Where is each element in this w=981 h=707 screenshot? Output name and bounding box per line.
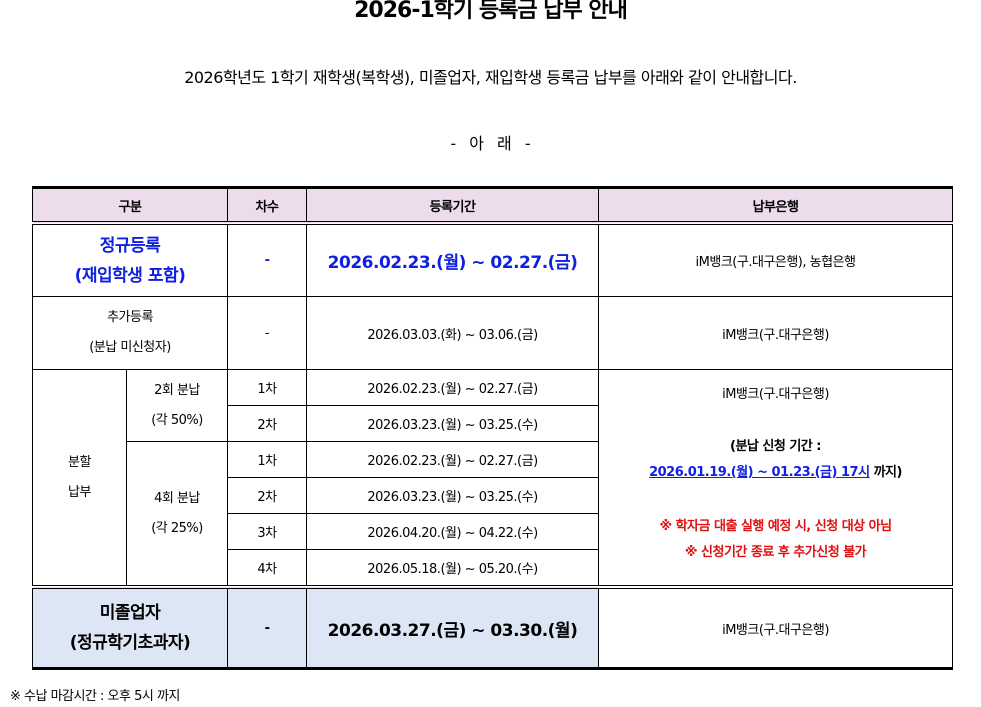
installment-round: 2차 (227, 405, 308, 442)
header-row: 구분 차수 등록기간 납부은행 (31, 186, 954, 225)
section-mark: - 아 래 - (450, 134, 531, 153)
regular-round: - (227, 222, 308, 297)
additional-label: 추가등록 (분납 미신청자) (31, 296, 229, 370)
apply-label: (분납 신청 기간 : (730, 439, 821, 454)
header-round: 차수 (227, 186, 308, 225)
ungraduated-label: 미졸업자 (정규학기초과자) (31, 585, 229, 670)
two-label-line2: (각 50%) (151, 412, 203, 428)
installment-round: 4차 (227, 549, 308, 588)
installment-period: 2026.03.23.(월) ~ 03.25.(수) (306, 477, 600, 514)
ungraduated-period: 2026.03.27.(금) ~ 03.30.(월) (306, 585, 600, 670)
regular-bank: iM뱅크(구.대구은행), 농협은행 (598, 222, 954, 297)
additional-label-line1: 추가등록 (107, 310, 153, 325)
ungraduated-bank: iM뱅크(구.대구은행) (598, 585, 954, 670)
four-installment-label: 4회 분납 (각 25%) (125, 441, 229, 588)
regular-label: 정규등록 (재입학생 포함) (31, 222, 229, 297)
table-row-installment: 2차 2026.03.23.(월) ~ 03.25.(수) (33, 405, 953, 442)
additional-bank: iM뱅크(구.대구은행) (598, 296, 954, 370)
installment-bank-info: iM뱅크(구.대구은행) (분납 신청 기간 : 2026.01.19.(월) … (598, 369, 954, 588)
tuition-table: 구분 차수 등록기간 납부은행 정규등록 (재입학생 포함) - 2026.02.… (31, 186, 954, 670)
installment-round: 1차 (227, 441, 308, 478)
installment-bank: iM뱅크(구.대구은행) (722, 387, 829, 402)
table-row-installment: 4차 2026.05.18.(월) ~ 05.20.(수) (33, 549, 953, 588)
intro-text: 2026학년도 1학기 재학생(복학생), 미졸업자, 재입학생 등록금 납부를… (184, 68, 797, 87)
installment-period: 2026.04.20.(월) ~ 04.22.(수) (306, 513, 600, 550)
ungraduated-label-line2: (정규학기초과자) (69, 633, 191, 653)
header-period: 등록기간 (306, 186, 600, 225)
apply-period-link[interactable]: 2026.01.19.(월) ~ 01.23.(금) 17시 (649, 465, 870, 480)
installment-label-line1: 분할 (68, 454, 91, 470)
four-label-line1: 4회 분납 (154, 490, 200, 506)
additional-label-line2: (분납 미신청자) (89, 340, 171, 355)
installment-round: 3차 (227, 513, 308, 550)
installment-period: 2026.02.23.(월) ~ 02.27.(금) (306, 369, 600, 406)
installment-round: 1차 (227, 369, 308, 406)
table-row-ungraduated: 미졸업자 (정규학기초과자) - 2026.03.27.(금) ~ 03.30.(… (31, 585, 954, 670)
regular-label-line2: (재입학생 포함) (74, 265, 186, 286)
two-label-line1: 2회 분납 (154, 382, 200, 398)
additional-period: 2026.03.03.(화) ~ 03.06.(금) (306, 296, 600, 370)
note-deadline: ※ 신청기간 종료 후 추가신청 불가 (684, 545, 867, 560)
page-title: 2026-1학기 등록금 납부 안내 (354, 0, 628, 23)
installment-period: 2026.02.23.(월) ~ 02.27.(금) (306, 441, 600, 478)
four-label-line2: (각 25%) (151, 520, 203, 536)
two-installment-label: 2회 분납 (각 50%) (125, 369, 229, 442)
apply-suffix: 까지) (869, 465, 903, 480)
table-row-regular: 정규등록 (재입학생 포함) - 2026.02.23.(월) ~ 02.27.(… (31, 222, 954, 297)
table-row-installment: 4회 분납 (각 25%) 1차 2026.02.23.(월) ~ 02.27.(… (33, 441, 953, 588)
regular-label-line1: 정규등록 (99, 235, 161, 256)
ungraduated-label-line1: 미졸업자 (99, 603, 161, 623)
installment-period: 2026.03.23.(월) ~ 03.25.(수) (306, 405, 600, 442)
header-bank: 납부은행 (598, 186, 954, 225)
installment-period: 2026.05.18.(월) ~ 05.20.(수) (306, 549, 600, 588)
installment-label-line2: 납부 (68, 484, 91, 500)
ungraduated-round: - (227, 585, 308, 670)
additional-round: - (227, 296, 308, 370)
regular-period: 2026.02.23.(월) ~ 02.27.(금) (306, 222, 600, 297)
table-row-installment: 3차 2026.04.20.(월) ~ 04.22.(수) (33, 513, 953, 550)
note-loan: ※ 학자금 대출 실행 예정 시, 신청 대상 아님 (659, 519, 892, 534)
footer-note: ※ 수납 마감시간 : 오후 5시 까지 (10, 689, 180, 704)
table-row-installment: 2차 2026.03.23.(월) ~ 03.25.(수) (33, 477, 953, 514)
table-row-additional: 추가등록 (분납 미신청자) - 2026.03.03.(화) ~ 03.06.(… (31, 296, 954, 370)
installment-round: 2차 (227, 477, 308, 514)
header-category: 구분 (31, 186, 229, 225)
